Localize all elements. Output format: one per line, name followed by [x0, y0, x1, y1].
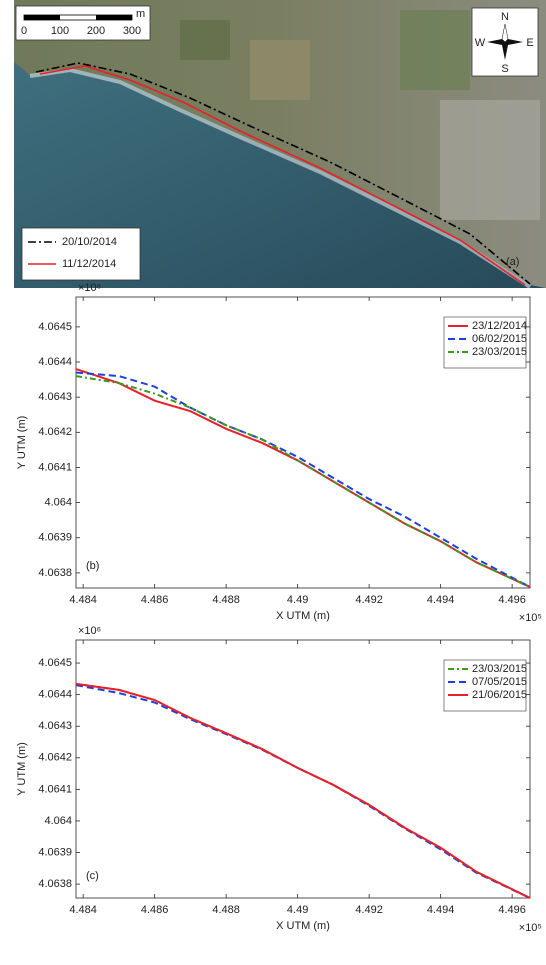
y-tick-label: 4.0645: [38, 657, 72, 669]
y-tick-label: 4.064: [44, 815, 72, 827]
scale-bar-box: [15, 5, 151, 41]
x-axis-label: X UTM (m): [276, 610, 330, 622]
scale-bar-label: 100: [51, 25, 69, 37]
legend-label: 20/10/2014: [62, 236, 117, 248]
plot-area: [75, 296, 531, 589]
y-axis-label: Y UTM (m): [16, 416, 28, 470]
legend-label: 11/12/2014: [62, 258, 116, 270]
compass-s: S: [501, 63, 508, 75]
x-multiplier: ×10⁵: [519, 612, 542, 624]
x-tick-label: 4.484: [69, 594, 97, 606]
panel-label: (b): [86, 560, 99, 572]
y-tick-label: 4.0638: [38, 567, 72, 579]
x-tick-label: 4.486: [141, 594, 169, 606]
legend-label: 21/06/2015: [472, 689, 527, 701]
y-tick-label: 4.0641: [38, 461, 72, 473]
x-tick-label: 4.494: [427, 904, 455, 916]
y-multiplier: ×10⁶: [78, 625, 101, 637]
compass-e: E: [526, 37, 533, 49]
x-tick-label: 4.49: [287, 594, 308, 606]
x-tick-label: 4.492: [355, 594, 383, 606]
x-axis-label: X UTM (m): [276, 920, 330, 932]
series-line: [75, 375, 531, 588]
scale-bar-segment: [96, 15, 132, 20]
series-line: [75, 682, 531, 899]
x-tick-label: 4.484: [69, 904, 97, 916]
series-line: [75, 682, 531, 899]
y-tick-label: 4.0642: [38, 426, 72, 438]
x-multiplier: ×10⁵: [519, 922, 542, 934]
y-tick-label: 4.064: [44, 497, 72, 509]
x-tick-label: 4.488: [212, 904, 240, 916]
plot-area: [75, 639, 531, 899]
legend-label: 23/12/2014: [472, 320, 527, 332]
y-tick-label: 4.0645: [38, 321, 72, 333]
panel-label: (a): [506, 256, 519, 268]
y-tick-label: 4.0639: [38, 532, 72, 544]
x-tick-label: 4.486: [141, 904, 169, 916]
legend-label: 07/05/2015: [472, 676, 527, 688]
y-tick-label: 4.0642: [38, 752, 72, 764]
legend-label: 23/03/2015: [472, 663, 527, 675]
legend-label: 23/03/2015: [472, 346, 527, 358]
scale-bar-label: 200: [87, 25, 105, 37]
y-tick-label: 4.0643: [38, 720, 72, 732]
x-tick-label: 4.494: [427, 594, 455, 606]
x-tick-label: 4.488: [212, 594, 240, 606]
y-tick-label: 4.0641: [38, 783, 72, 795]
y-multiplier: ×10⁶: [78, 282, 101, 294]
x-tick-label: 4.49: [287, 904, 308, 916]
compass-n: N: [501, 11, 509, 23]
panel-label: (c): [86, 870, 99, 882]
x-tick-label: 4.496: [498, 594, 526, 606]
y-tick-label: 4.0639: [38, 846, 72, 858]
y-tick-label: 4.0638: [38, 878, 72, 890]
legend-label: 06/02/2015: [472, 333, 527, 345]
compass-rose-light: [501, 23, 509, 43]
y-tick-label: 4.0644: [38, 356, 72, 368]
shoreline: [39, 65, 526, 286]
scale-bar-label: 300: [123, 25, 141, 37]
scale-bar-segment: [24, 15, 60, 20]
y-tick-label: 4.0643: [38, 391, 72, 403]
shoreline: [35, 62, 531, 285]
series-line: [75, 368, 531, 588]
y-axis-label: Y UTM (m): [16, 742, 28, 796]
scale-bar-unit: m: [136, 8, 145, 20]
y-tick-label: 4.0644: [38, 689, 72, 701]
compass-w: W: [475, 37, 486, 49]
legend-box: [21, 227, 141, 281]
x-tick-label: 4.496: [498, 904, 526, 916]
x-tick-label: 4.492: [355, 904, 383, 916]
series-line: [75, 684, 531, 899]
scale-bar-label: 0: [21, 25, 27, 37]
series-line: [75, 371, 531, 588]
